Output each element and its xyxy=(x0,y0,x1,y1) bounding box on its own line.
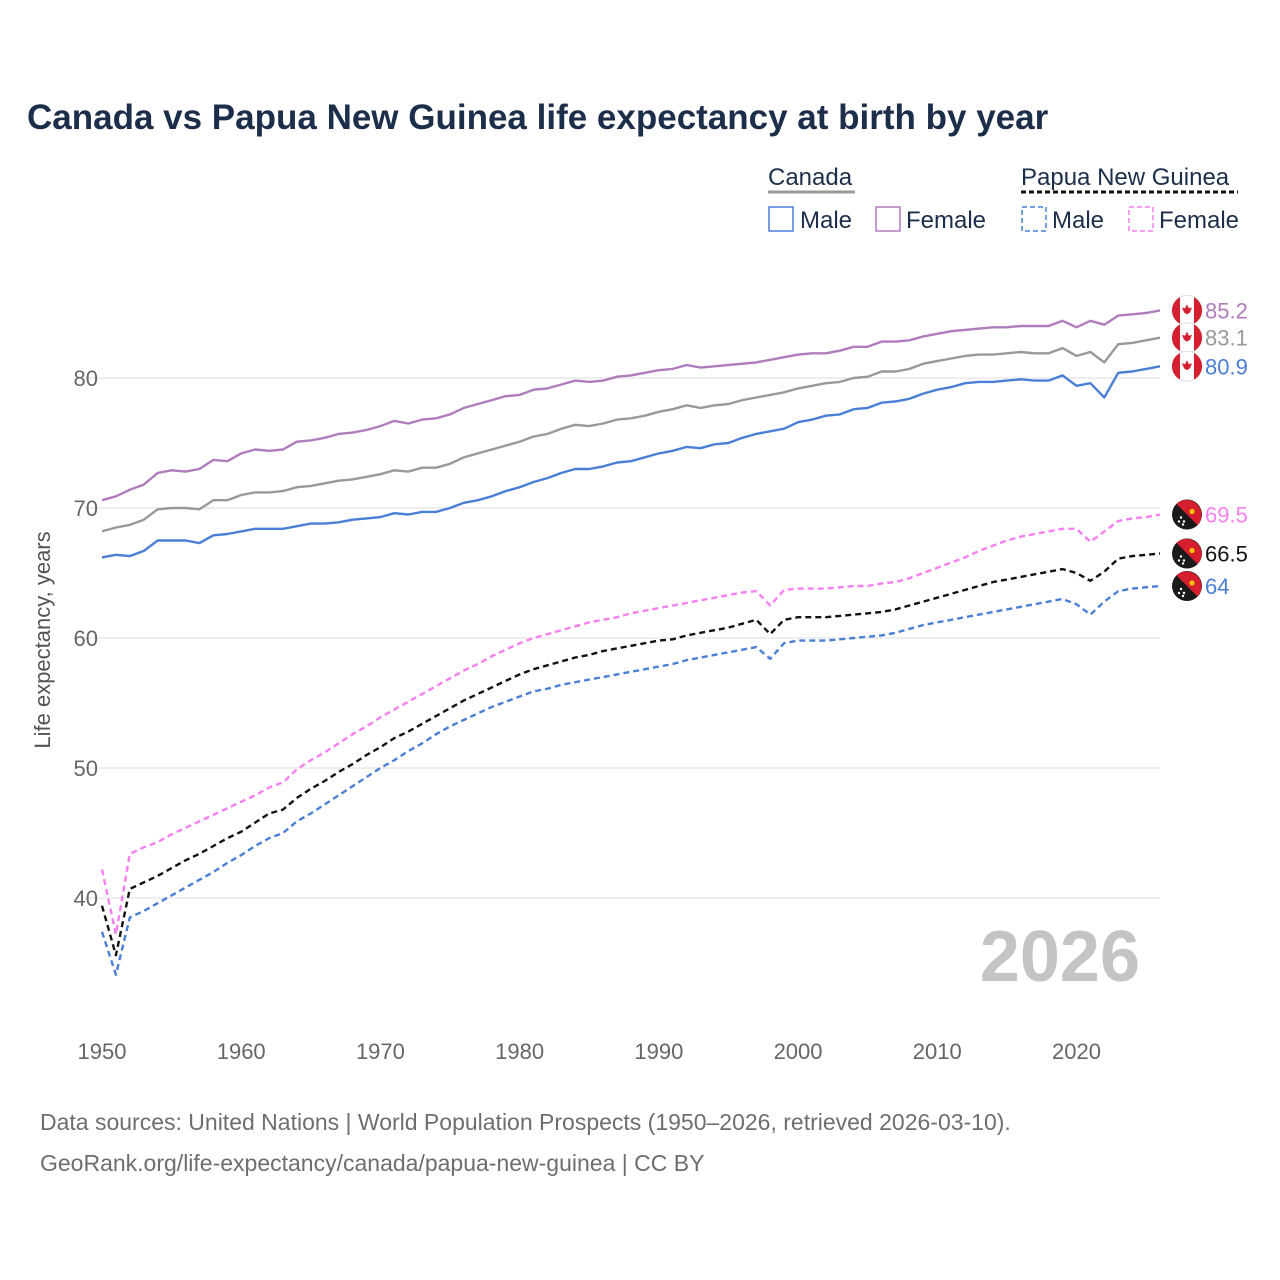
series-line-canada-male xyxy=(101,365,1161,559)
source-line-1: Data sources: United Nations | World Pop… xyxy=(40,1109,1011,1135)
x-tick-1990: 1990 xyxy=(634,1039,683,1064)
end-label-canada-male: 80.9 xyxy=(1205,354,1248,379)
series-line-papua-new-guinea-total xyxy=(100,552,1161,957)
series-line-papua-new-guinea-male xyxy=(100,584,1161,976)
end-marker-canada-female xyxy=(1171,294,1203,326)
x-tick-1950: 1950 xyxy=(78,1039,127,1064)
end-label-papua-new-guinea-female: 69.5 xyxy=(1205,503,1248,528)
end-marker-canada-total xyxy=(1171,322,1203,354)
x-tick-1960: 1960 xyxy=(217,1039,266,1064)
y-tick-50: 50 xyxy=(74,756,98,781)
legend-canada-female-swatch xyxy=(875,206,901,232)
end-label-canada-female: 85.2 xyxy=(1205,298,1248,323)
legend-canada-male-swatch xyxy=(768,206,794,232)
end-marker-papua-new-guinea-male xyxy=(1172,571,1202,601)
end-marker-papua-new-guinea-total xyxy=(1172,538,1202,569)
end-marker-canada-male xyxy=(1171,350,1203,382)
y-tick-80: 80 xyxy=(74,366,98,391)
series-line-papua-new-guinea-female xyxy=(100,513,1161,936)
y-tick-40: 40 xyxy=(74,886,98,911)
series xyxy=(100,309,1161,976)
series-line-canada-female xyxy=(101,309,1161,502)
end-label-papua-new-guinea-male: 64 xyxy=(1205,574,1229,599)
y-axis-ticks: 40 50 60 70 80 xyxy=(74,366,98,911)
chart-title: Canada vs Papua New Guinea life expectan… xyxy=(27,98,1049,137)
end-label-canada-total: 83.1 xyxy=(1205,326,1248,351)
y-tick-70: 70 xyxy=(74,496,98,521)
legend-png-female-label: Female xyxy=(1159,207,1239,234)
legend-group-png: Papua New Guinea xyxy=(1021,164,1230,191)
legend-canada-male-label: Male xyxy=(800,207,852,234)
x-tick-2010: 2010 xyxy=(913,1039,962,1064)
legend-png-female-swatch xyxy=(1128,206,1154,232)
x-tick-2020: 2020 xyxy=(1052,1039,1101,1064)
series-line-canada-total xyxy=(101,336,1161,533)
legend-group-canada: Canada xyxy=(768,164,853,191)
end-marker-papua-new-guinea-female xyxy=(1172,499,1202,530)
end-label-papua-new-guinea-total: 66.5 xyxy=(1205,542,1248,567)
legend-canada-female-label: Female xyxy=(906,207,986,234)
legend-png-male-swatch xyxy=(1021,206,1047,232)
year-stamp: 2026 xyxy=(980,917,1140,997)
x-axis-ticks: 1950 1960 1970 1980 1990 2000 2010 2020 xyxy=(78,1039,1101,1064)
y-tick-60: 60 xyxy=(74,626,98,651)
legend: Canada Papua New Guinea Male Female Male… xyxy=(768,164,1239,234)
legend-png-male-label: Male xyxy=(1052,207,1104,234)
y-axis-label: Life expectancy, years xyxy=(30,531,55,748)
x-tick-1970: 1970 xyxy=(356,1039,405,1064)
source-line-2: GeoRank.org/life-expectancy/canada/papua… xyxy=(40,1150,704,1176)
x-tick-2000: 2000 xyxy=(774,1039,823,1064)
x-tick-1980: 1980 xyxy=(495,1039,544,1064)
end-labels: 85.2 83.1 80.9 69.5 66.5 64 xyxy=(1171,294,1248,601)
grid xyxy=(85,377,1160,899)
